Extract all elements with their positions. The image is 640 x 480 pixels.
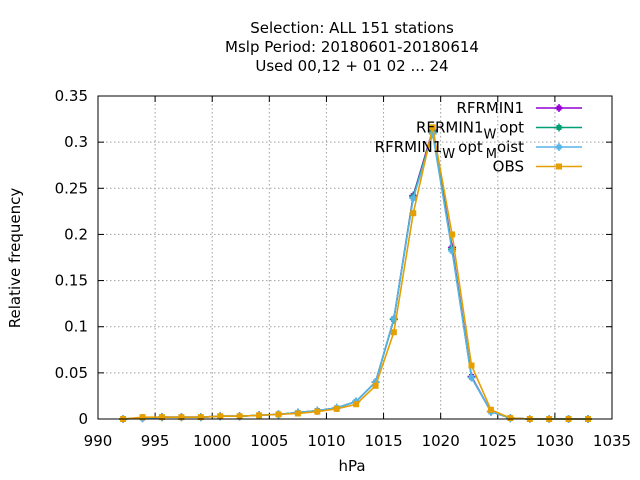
data-point (555, 143, 563, 151)
legend-label: OBS (493, 158, 524, 176)
data-point (256, 412, 263, 419)
title-line-3: Used 00,12 + 01 02 ... 24 (255, 57, 448, 75)
x-axis-label: hPa (338, 457, 365, 475)
x-tick-label: 1025 (479, 432, 517, 450)
data-point (556, 163, 562, 170)
data-point (314, 408, 321, 415)
data-point (467, 373, 476, 382)
data-point (555, 104, 563, 112)
data-point (487, 406, 494, 413)
data-point (353, 401, 360, 408)
x-tick-label: 1030 (536, 432, 574, 450)
legend-entry: RFRMIN1 (456, 99, 582, 117)
legend-entry: OBS (493, 158, 582, 176)
data-point (372, 382, 379, 389)
data-point (468, 362, 475, 369)
chart-title: Selection: ALL 151 stations Mslp Period:… (225, 19, 479, 75)
data-point (294, 410, 301, 417)
data-point (275, 411, 282, 418)
x-tick-label: 990 (84, 432, 113, 450)
legend-entry: RFRMIN1W opt Moist (375, 138, 582, 162)
data-point (178, 414, 185, 421)
y-tick-label: 0 (78, 410, 88, 428)
series-line (123, 133, 589, 420)
y-axis-label: Relative frequency (6, 188, 24, 329)
data-point (217, 413, 224, 420)
data-point (410, 210, 417, 217)
x-tick-label: 1015 (364, 432, 402, 450)
x-tick-label: 1035 (593, 432, 631, 450)
data-point (449, 231, 456, 238)
legend-label: RFRMIN1 (456, 99, 524, 117)
y-tick-label: 0.15 (55, 272, 88, 290)
y-tick-label: 0.25 (55, 179, 88, 197)
title-line-2: Mslp Period: 20180601-20180614 (225, 38, 479, 56)
x-tick-label: 995 (141, 432, 170, 450)
y-tick-label: 0.05 (55, 364, 88, 382)
x-tick-label: 1000 (193, 432, 231, 450)
data-point (555, 123, 563, 132)
x-tick-label: 1010 (307, 432, 345, 450)
data-point (236, 413, 243, 420)
data-point (429, 124, 436, 131)
data-point (197, 414, 204, 421)
title-line-1: Selection: ALL 151 stations (250, 19, 454, 37)
y-tick-label: 0.2 (64, 225, 88, 243)
plot-frame (97, 95, 613, 420)
y-tick-label: 0.35 (55, 87, 88, 105)
y-tick-label: 0.3 (64, 133, 88, 151)
data-point (390, 329, 397, 336)
data-point (139, 414, 146, 421)
x-tick-label: 1005 (250, 432, 288, 450)
axis-ticks: 990 995 1000 1005 1010 1015 1020 1025 1030 1035 0 0… (55, 87, 632, 450)
x-tick-label: 1020 (422, 432, 460, 450)
data-point (158, 414, 165, 421)
y-tick-label: 0.1 (64, 318, 88, 336)
grid (98, 96, 612, 419)
data-point (333, 405, 340, 412)
data-point (507, 415, 514, 422)
